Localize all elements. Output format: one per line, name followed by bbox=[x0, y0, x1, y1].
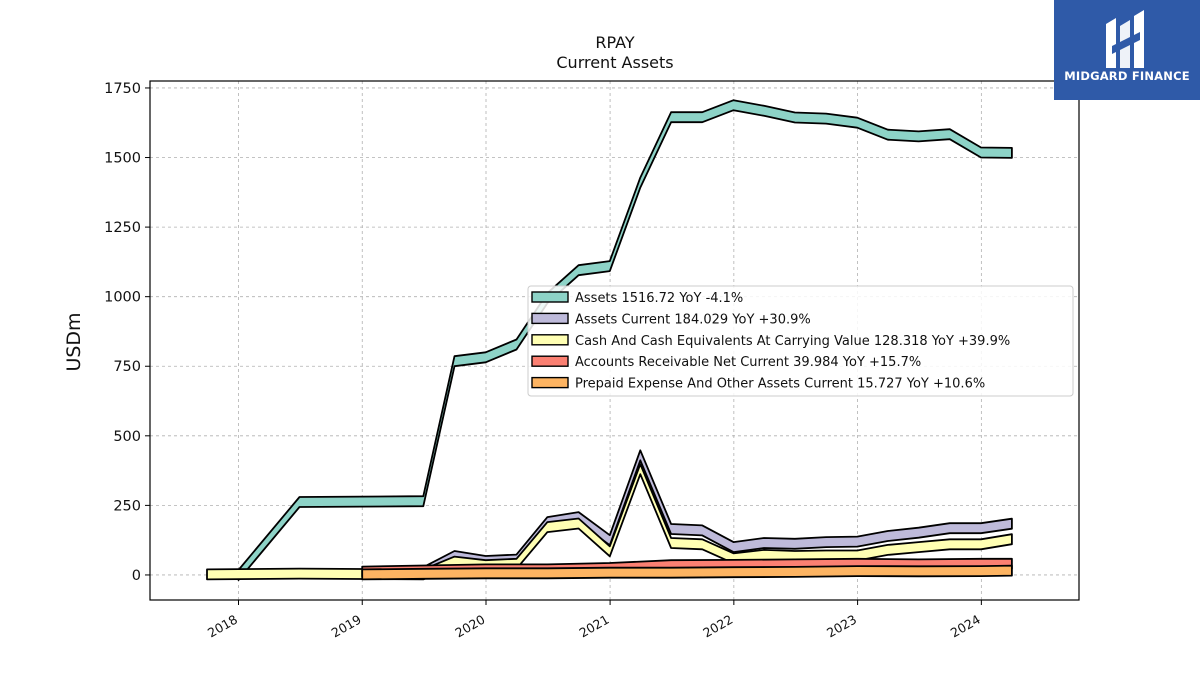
x-tick-label: 2018 bbox=[205, 612, 240, 641]
chart-title: RPAY bbox=[595, 33, 634, 52]
y-tick-label: 1250 bbox=[104, 220, 141, 236]
x-tick-label: 2021 bbox=[577, 612, 612, 641]
x-tick-label: 2023 bbox=[824, 612, 859, 641]
legend-swatch bbox=[531, 376, 569, 389]
legend: Assets 1516.72 YoY -4.1% Assets Current 1… bbox=[527, 285, 1074, 397]
y-tick-label: 1000 bbox=[104, 290, 141, 306]
x-tick-label: 2022 bbox=[700, 612, 735, 641]
legend-entry: Accounts Receivable Net Current 39.984 Y… bbox=[575, 355, 921, 370]
logo-text: MIDGARD FINANCE bbox=[1064, 69, 1190, 83]
y-tick-label: 0 bbox=[132, 568, 141, 584]
y-tick-label: 750 bbox=[113, 359, 141, 375]
legend-swatch bbox=[531, 334, 569, 346]
x-tick-label: 2024 bbox=[948, 612, 983, 641]
chart-subtitle: Current Assets bbox=[556, 53, 673, 72]
y-tick-label: 1750 bbox=[104, 81, 141, 97]
y-axis-label: USDm bbox=[63, 312, 85, 371]
x-tick-label: 2020 bbox=[452, 612, 487, 641]
legend-swatch bbox=[531, 291, 569, 303]
plot-frame bbox=[149, 80, 1080, 601]
legend-box bbox=[527, 285, 1074, 397]
logo-mark-icon bbox=[1106, 10, 1144, 68]
y-tick-label: 1500 bbox=[104, 151, 141, 167]
y-tick-label: 500 bbox=[113, 429, 141, 445]
legend-swatch bbox=[531, 355, 569, 367]
brand-logo: MIDGARD FINANCE bbox=[1054, 0, 1200, 100]
series-band-4 bbox=[361, 564, 1013, 581]
legend-entry: Assets 1516.72 YoY -4.1% bbox=[575, 291, 743, 306]
legend-entry: Cash And Cash Equivalents At Carrying Va… bbox=[575, 334, 1010, 349]
y-tick-label: 250 bbox=[113, 498, 141, 514]
legend-entry: Assets Current 184.029 YoY +30.9% bbox=[575, 312, 811, 327]
legend-swatch bbox=[531, 312, 569, 325]
series-band-2 bbox=[206, 463, 1013, 581]
x-tick-label: 2019 bbox=[329, 612, 364, 641]
legend-entry: Prepaid Expense And Other Assets Current… bbox=[575, 377, 985, 392]
